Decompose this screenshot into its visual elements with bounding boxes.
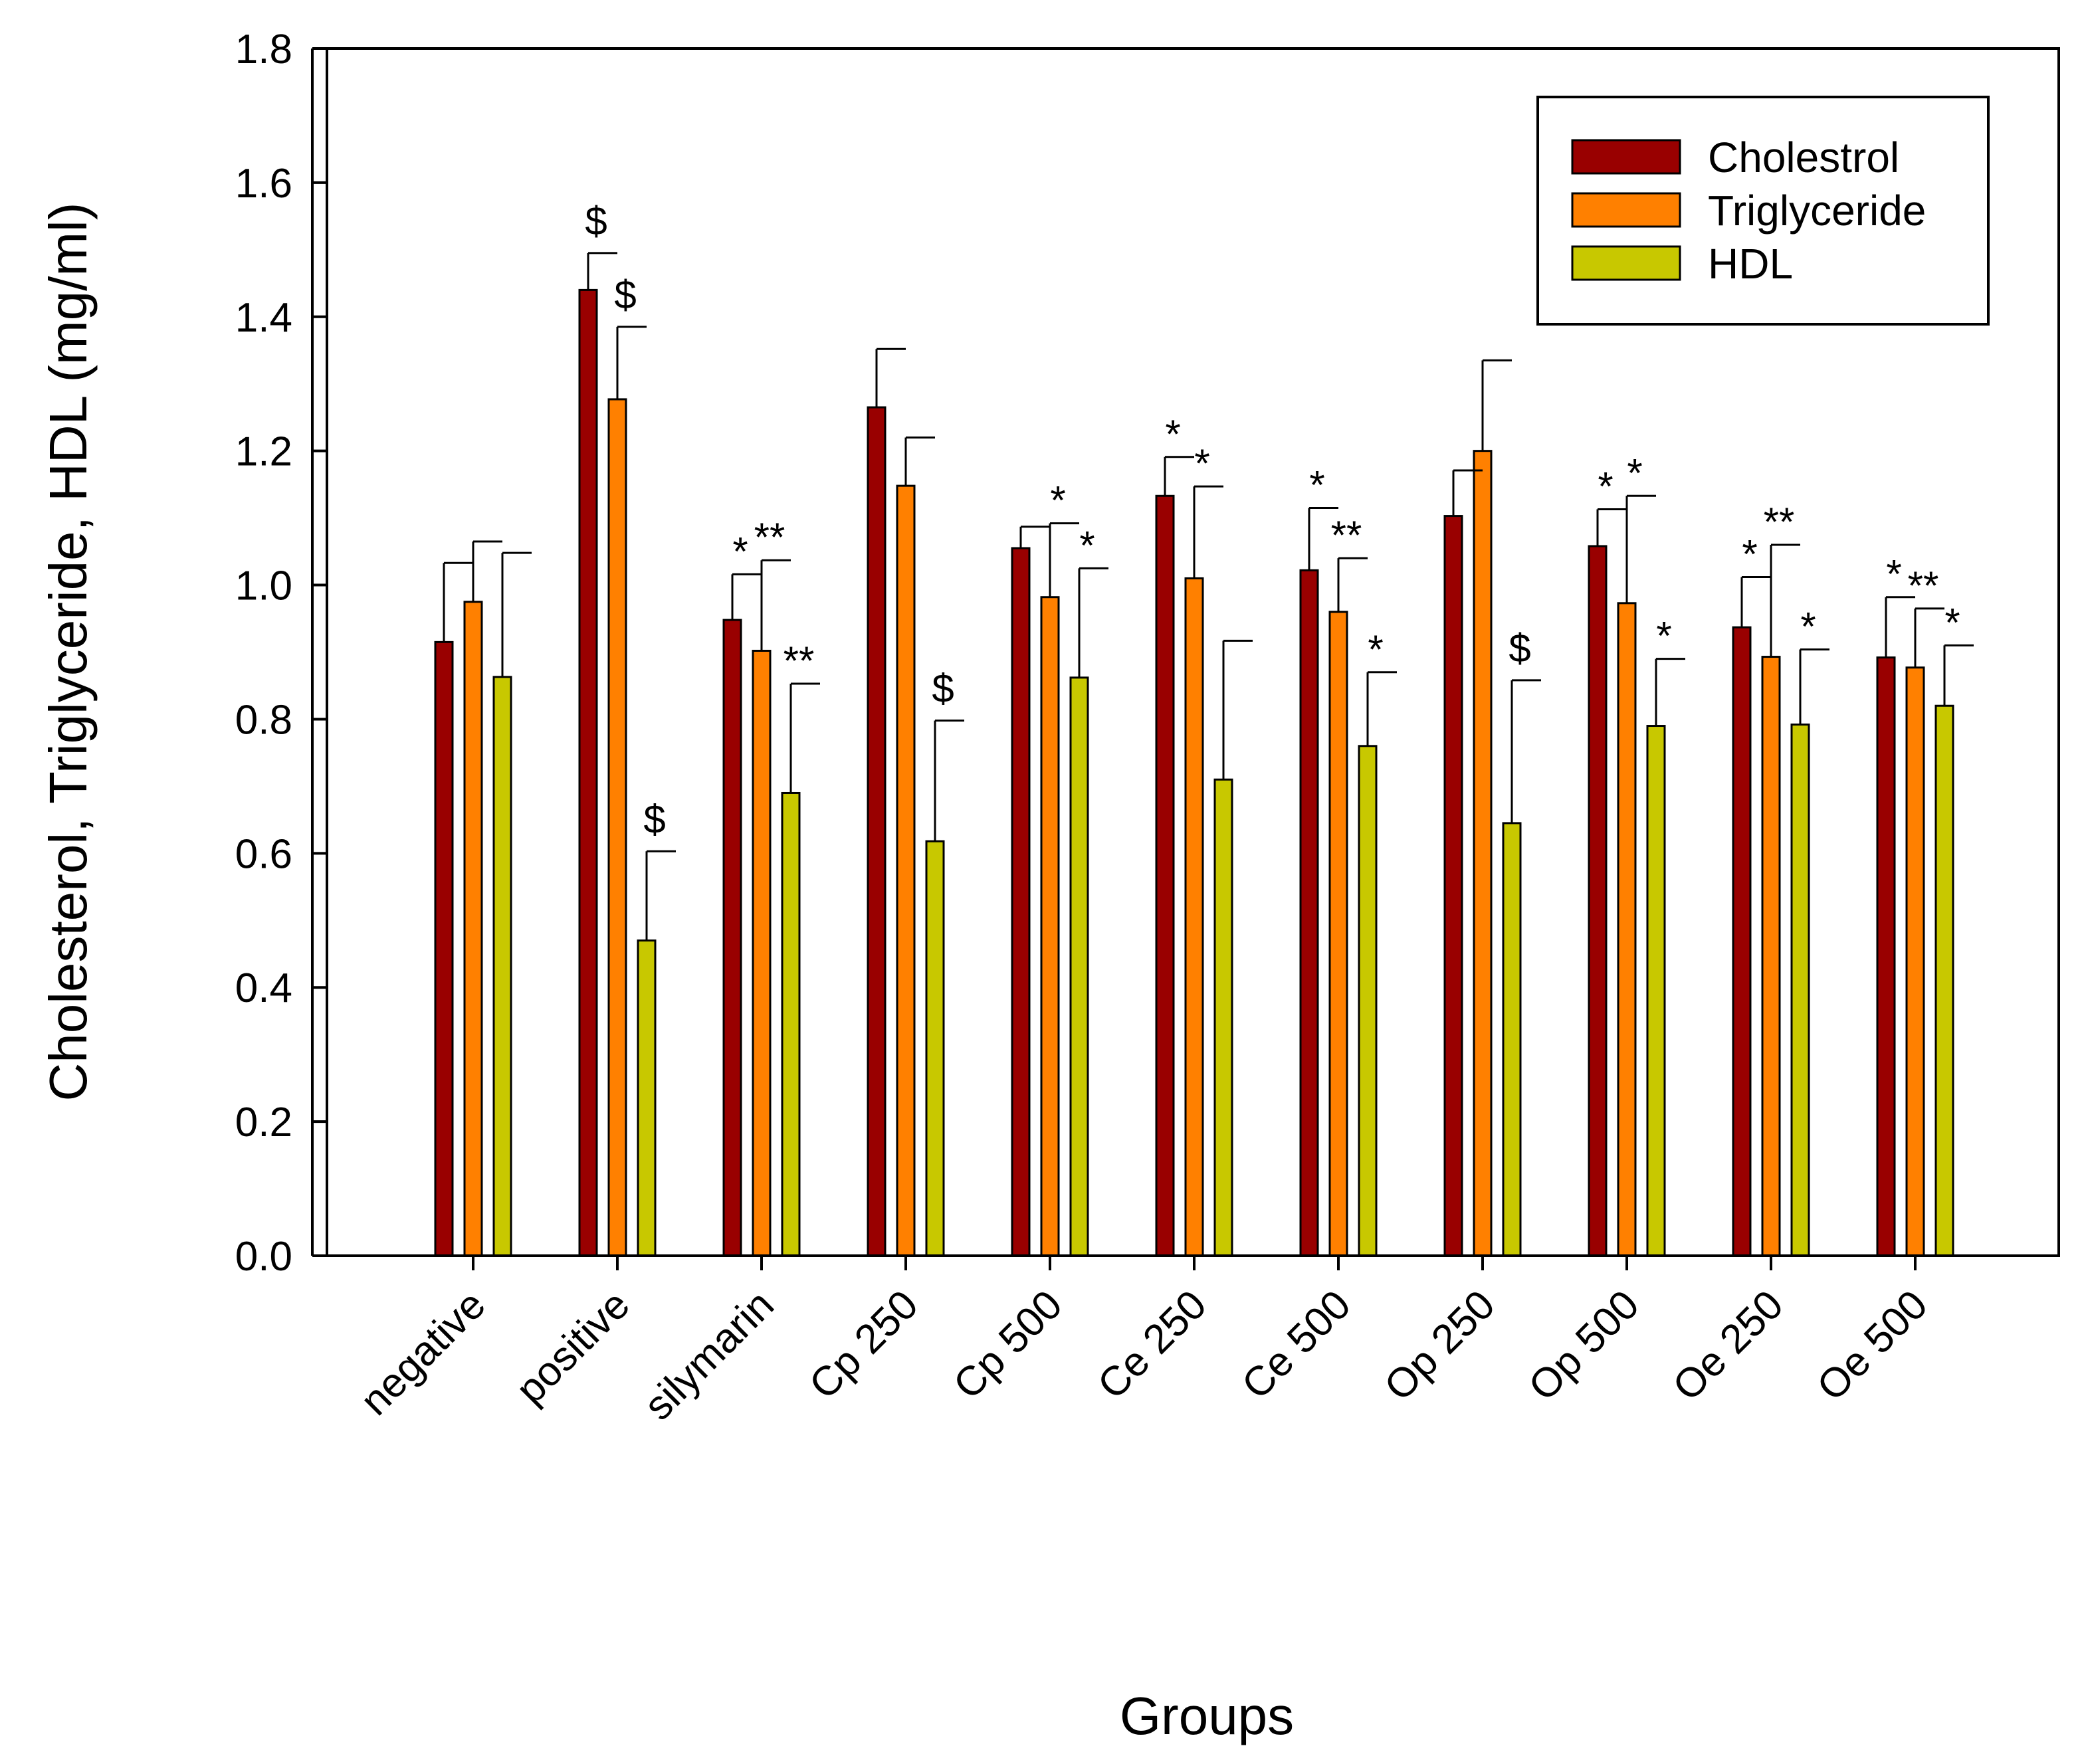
legend: Cholestrol Triglyceride HDL xyxy=(1536,96,1990,326)
bar-triglyceride-op-500 xyxy=(1617,602,1637,1257)
y-tick-label: 0.0 xyxy=(235,1234,292,1280)
x-tick-label-positive: positive xyxy=(507,1282,638,1413)
y-axis-ticks: 0.0 0.2 0.4 0.6 0.8 1.0 1.2 1.4 1.6 1.8 xyxy=(235,27,327,1280)
x-axis-title: Groups xyxy=(1120,1686,1294,1745)
legend-label-cholestrol: Cholestrol xyxy=(1708,134,1899,181)
significance-mark: * xyxy=(1309,462,1324,507)
bar-hdl-oe-250 xyxy=(1790,724,1810,1257)
bar-triglyceride-silymarin xyxy=(752,649,772,1257)
significance-mark: ** xyxy=(754,515,785,559)
y-tick-label: 1.0 xyxy=(235,563,292,609)
legend-label-triglyceride: Triglyceride xyxy=(1708,187,1926,235)
significance-mark: * xyxy=(1742,532,1757,576)
x-tick-label-ce-250: Ce 250 xyxy=(1089,1282,1215,1408)
x-tick-label-op-250: Op 250 xyxy=(1376,1282,1504,1410)
x-tick-label-ce-500: Ce 500 xyxy=(1233,1282,1360,1408)
bar-triglyceride-negative xyxy=(463,601,483,1257)
significance-mark: * xyxy=(732,529,748,573)
y-tick-label: 0.4 xyxy=(235,965,292,1011)
bar-triglyceride-ce-500 xyxy=(1328,611,1348,1257)
legend-swatch-cholestrol xyxy=(1571,139,1681,175)
significance-mark: ** xyxy=(1908,563,1939,608)
bar-hdl-ce-250 xyxy=(1213,778,1233,1257)
y-tick-label: 1.8 xyxy=(235,27,292,72)
bar-cholestrol-ce-250 xyxy=(1155,494,1175,1257)
bar-hdl-silymarin xyxy=(781,791,801,1257)
bar-triglyceride-cp-250 xyxy=(896,484,916,1257)
significance-mark: * xyxy=(1368,627,1383,672)
bars-layer xyxy=(434,288,1954,1257)
error-bars-layer xyxy=(443,252,1974,941)
significance-mark: * xyxy=(1598,464,1613,508)
bar-triglyceride-op-250 xyxy=(1473,450,1493,1257)
significance-mark: * xyxy=(1050,478,1065,523)
x-tick-label-negative: negative xyxy=(352,1282,494,1424)
bar-triglyceride-oe-250 xyxy=(1761,656,1781,1257)
significance-mark: * xyxy=(1079,523,1094,567)
bar-triglyceride-ce-250 xyxy=(1184,577,1204,1257)
significance-mark: $ xyxy=(1509,626,1530,670)
bar-triglyceride-positive xyxy=(607,398,627,1257)
legend-swatch-hdl xyxy=(1571,245,1681,281)
significance-mark: * xyxy=(1656,614,1671,658)
significance-mark: * xyxy=(1165,412,1180,456)
bar-cholestrol-oe-250 xyxy=(1732,626,1752,1257)
bar-cholestrol-ce-500 xyxy=(1299,569,1319,1257)
x-tick-label-oe-250: Oe 250 xyxy=(1664,1282,1792,1410)
x-tick-label-silymarin: silymarin xyxy=(635,1282,783,1429)
y-tick-label: 0.6 xyxy=(235,831,292,877)
significance-mark: $ xyxy=(585,199,607,243)
x-tick-label-cp-500: Cp 500 xyxy=(945,1282,1071,1408)
bar-hdl-negative xyxy=(492,676,512,1257)
bar-hdl-cp-500 xyxy=(1069,676,1089,1257)
bar-hdl-oe-500 xyxy=(1934,704,1954,1257)
bar-hdl-op-500 xyxy=(1646,725,1666,1257)
significance-mark: * xyxy=(1627,450,1642,495)
significance-mark: * xyxy=(1194,441,1209,486)
significance-mark: * xyxy=(1944,600,1960,644)
bar-cholestrol-op-250 xyxy=(1443,515,1463,1257)
y-axis-title: Cholesterol, Triglyceride, HDL (mg/ml) xyxy=(39,203,98,1102)
y-tick-label: 1.4 xyxy=(235,295,292,341)
significance-mark: ** xyxy=(783,638,815,683)
bar-cholestrol-cp-500 xyxy=(1011,547,1031,1257)
significance-mark: * xyxy=(1800,604,1816,648)
bar-cholestrol-oe-500 xyxy=(1876,656,1896,1257)
significance-mark: $ xyxy=(643,797,665,841)
bar-hdl-cp-250 xyxy=(925,840,945,1257)
x-tick-label-op-500: Op 500 xyxy=(1520,1282,1648,1410)
y-tick-label: 1.6 xyxy=(235,161,292,207)
bar-triglyceride-cp-500 xyxy=(1040,596,1060,1257)
significance-mark: $ xyxy=(614,272,636,317)
bar-cholestrol-op-500 xyxy=(1588,545,1608,1257)
bar-cholestrol-negative xyxy=(434,640,454,1257)
bar-cholestrol-positive xyxy=(578,288,598,1257)
x-tick-label-oe-500: Oe 500 xyxy=(1808,1282,1936,1410)
x-tick-label-cp-250: Cp 250 xyxy=(801,1282,927,1408)
y-tick-label: 1.2 xyxy=(235,429,292,475)
y-tick-label: 0.2 xyxy=(235,1100,292,1145)
bar-cholestrol-silymarin xyxy=(722,619,742,1257)
legend-swatch-triglyceride xyxy=(1571,192,1681,228)
bar-cholestrol-cp-250 xyxy=(867,406,886,1257)
significance-mark: $ xyxy=(932,666,954,710)
bar-hdl-ce-500 xyxy=(1358,745,1378,1257)
annotations-layer: $*** ** *$***********$**$** $ * * * xyxy=(585,199,1960,841)
y-tick-label: 0.8 xyxy=(235,697,292,743)
bar-triglyceride-oe-500 xyxy=(1905,666,1925,1257)
legend-label-hdl: HDL xyxy=(1708,240,1793,288)
significance-mark: * xyxy=(1886,552,1901,597)
bar-hdl-op-250 xyxy=(1502,822,1522,1257)
significance-mark: ** xyxy=(1331,513,1362,557)
bar-hdl-positive xyxy=(637,939,657,1257)
plot-frame xyxy=(326,47,2060,1257)
significance-mark: ** xyxy=(1764,500,1795,544)
